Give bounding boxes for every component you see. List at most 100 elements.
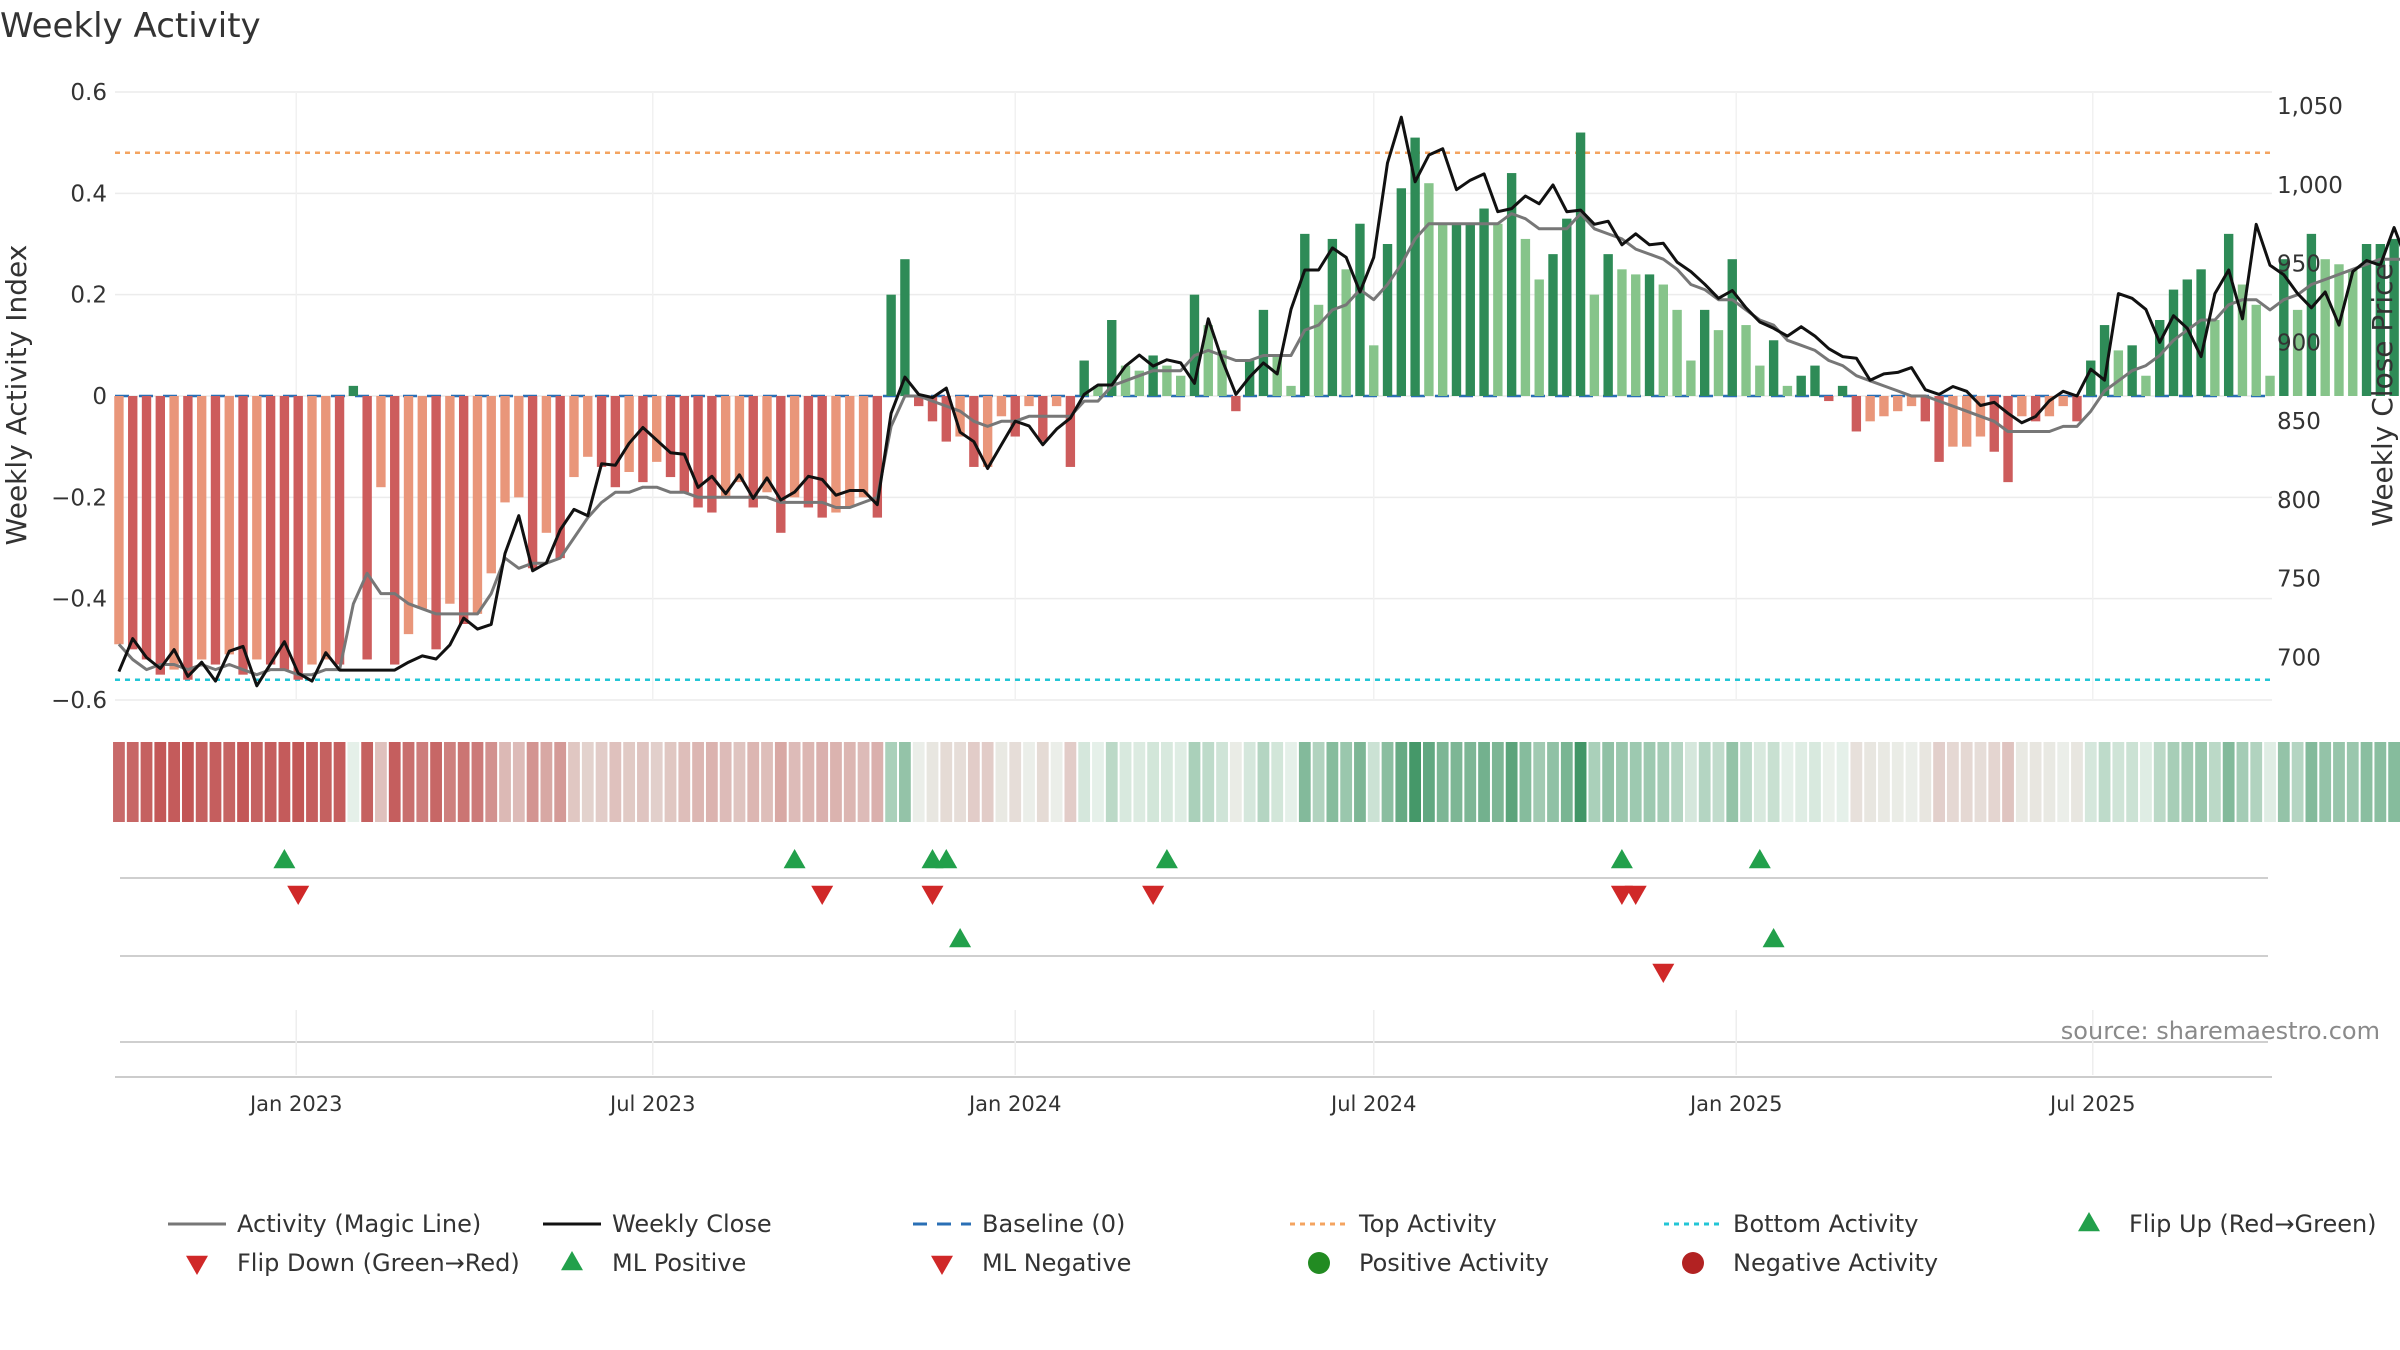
- activity-bar: [196, 396, 207, 660]
- heat-cell: [2374, 742, 2387, 822]
- activity-bar: [941, 396, 951, 442]
- heat-cell: [940, 742, 953, 822]
- heat-cell: [2388, 742, 2400, 822]
- activity-bar: [2017, 396, 2027, 417]
- heat-cell: [2195, 742, 2207, 822]
- heat-cell: [1560, 742, 1573, 822]
- activity-bar: [403, 396, 414, 635]
- activity-bar: [1437, 223, 1448, 396]
- activity-bar: [334, 396, 345, 665]
- activity-bar: [2348, 269, 2358, 396]
- activity-bar: [128, 396, 138, 650]
- activity-bar: [2155, 320, 2165, 396]
- heat-cell: [1602, 742, 1615, 822]
- heat-cell: [499, 742, 511, 822]
- activity-bar: [1341, 269, 1351, 396]
- activity-bar: [583, 396, 593, 457]
- activity-bar: [2375, 244, 2386, 396]
- activity-bar: [762, 396, 772, 493]
- heat-cell: [995, 742, 1008, 822]
- activity-bar: [265, 396, 276, 665]
- activity-bar: [307, 396, 317, 665]
- flip-down-marker: [811, 885, 834, 905]
- activity-bar: [969, 396, 979, 467]
- heat-cell: [733, 742, 746, 822]
- activity-bar: [1107, 320, 1117, 396]
- heat-cell: [1864, 742, 1877, 822]
- activity-bar: [734, 396, 745, 483]
- activity-bar: [169, 396, 179, 670]
- activity-bar: [2306, 233, 2317, 396]
- heat-cell: [1312, 742, 1325, 822]
- heat-cell: [747, 742, 760, 822]
- legend: Activity (Magic Line) Weekly Close Baselin…: [168, 1210, 2377, 1277]
- activity-bar: [1258, 309, 1269, 396]
- heat-cell: [1588, 742, 1601, 822]
- heat-cell: [306, 742, 318, 822]
- heat-cell: [278, 742, 291, 822]
- heat-cell: [1712, 742, 1725, 822]
- heat-cell: [1092, 742, 1104, 822]
- activity-bar: [1493, 223, 1503, 396]
- heat-cell: [1505, 742, 1518, 822]
- heat-cell: [416, 742, 429, 822]
- heat-cell: [2153, 742, 2166, 822]
- activity-bar: [1051, 396, 1062, 407]
- heat-cell: [554, 742, 567, 822]
- activity-bar: [624, 396, 634, 472]
- y-tick-label: 0: [92, 384, 107, 410]
- legend-item-posact: Positive Activity: [1308, 1249, 1549, 1277]
- weekly-close-line: [117, 115, 2400, 688]
- heat-cell: [1009, 742, 1022, 822]
- activity-bar: [1286, 385, 1296, 396]
- activity-bar: [2265, 375, 2275, 396]
- heat-cell: [195, 742, 208, 822]
- heat-cell: [2071, 742, 2083, 822]
- activity-bar: [293, 396, 303, 680]
- heat-cell: [1767, 742, 1780, 822]
- y-tick-label: −0.2: [51, 485, 107, 511]
- activity-bar: [1768, 340, 1779, 396]
- activity-bar: [1010, 396, 1020, 437]
- heat-cell: [430, 742, 442, 822]
- activity-bar: [348, 385, 359, 396]
- y2-tick-label: 1,000: [2277, 173, 2343, 199]
- activity-heat-strip: [113, 742, 2400, 822]
- heat-cell: [140, 742, 153, 822]
- heat-cell: [595, 742, 608, 822]
- legend-label: Bottom Activity: [1733, 1210, 1918, 1238]
- activity-bar: [1038, 396, 1048, 442]
- activity-bar: [376, 396, 386, 488]
- heat-cell: [209, 742, 222, 822]
- activity-bar: [1231, 396, 1241, 412]
- heat-cell: [2029, 742, 2042, 822]
- activity-bar: [1313, 304, 1324, 396]
- heat-cell: [1781, 742, 1794, 822]
- activity-bar: [1300, 233, 1310, 396]
- heat-cell: [1905, 742, 1918, 822]
- flip-down-marker: [921, 885, 944, 905]
- flip-up-marker: [273, 849, 296, 869]
- legend-swatch: [2078, 1212, 2100, 1232]
- legend-item-flipdown: Flip Down (Green→Red): [186, 1249, 520, 1277]
- heat-cell: [650, 742, 663, 822]
- activity-bar: [238, 396, 248, 675]
- heat-cell: [2140, 742, 2152, 822]
- heat-cell: [1243, 742, 1256, 822]
- activity-bar: [141, 396, 152, 660]
- activity-bar: [996, 396, 1007, 417]
- heat-cell: [1023, 742, 1035, 822]
- heat-cell: [568, 742, 580, 822]
- activity-bar: [2320, 259, 2330, 396]
- y2-tick-label: 850: [2277, 409, 2321, 435]
- heat-cell: [1409, 742, 1422, 822]
- activity-bar: [596, 396, 607, 467]
- heat-cell: [1533, 742, 1546, 822]
- heat-cell: [1216, 742, 1228, 822]
- activity-bar: [224, 396, 234, 655]
- activity-bar: [1369, 345, 1379, 396]
- heat-cell: [1174, 742, 1187, 822]
- heat-cell: [1960, 742, 1973, 822]
- activity-bar: [858, 396, 869, 498]
